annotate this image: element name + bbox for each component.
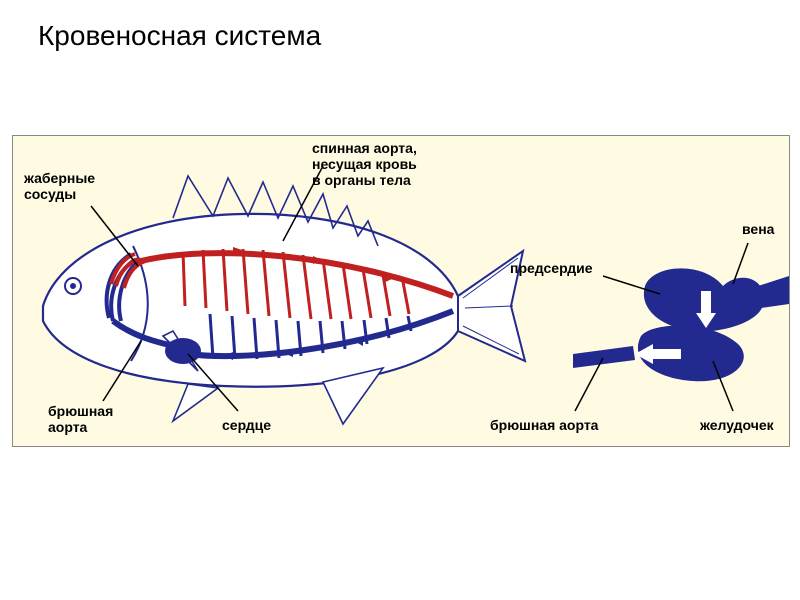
label-gill-vessels: жаберные сосуды (24, 170, 95, 202)
label-vein: вена (742, 221, 774, 237)
label-dorsal-aorta: спинная аорта, несущая кровь в органы те… (312, 140, 417, 188)
label-heart: сердце (222, 417, 271, 433)
label-ventricle: желудочек (700, 417, 774, 433)
page-title: Кровеносная система (38, 20, 321, 52)
label-ventral-aorta: брюшная аорта (48, 403, 113, 435)
label-ventral-aorta2: брюшная аорта (490, 417, 598, 433)
heart-shape (165, 338, 201, 364)
fish-pupil (70, 283, 76, 289)
label-atrium: предсердие (510, 260, 593, 276)
